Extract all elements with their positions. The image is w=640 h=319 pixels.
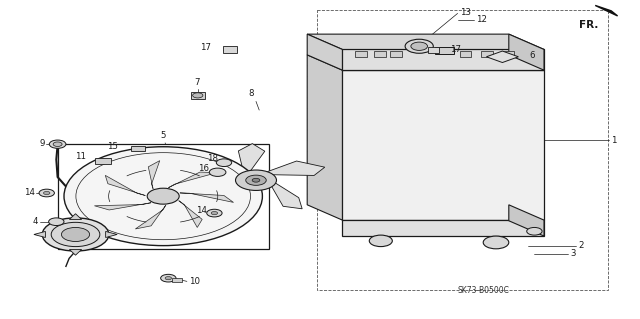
Bar	[317, 10, 608, 290]
Polygon shape	[595, 5, 618, 16]
Polygon shape	[509, 34, 544, 70]
Polygon shape	[307, 34, 342, 70]
Polygon shape	[168, 172, 217, 188]
Circle shape	[61, 227, 90, 241]
Polygon shape	[271, 182, 302, 209]
Bar	[460, 51, 471, 57]
Circle shape	[44, 191, 50, 195]
Circle shape	[252, 178, 260, 182]
Polygon shape	[509, 55, 544, 220]
Text: 4: 4	[33, 217, 38, 226]
Text: 8: 8	[248, 89, 253, 98]
Bar	[191, 92, 205, 99]
Text: 17: 17	[200, 43, 211, 52]
Polygon shape	[105, 175, 145, 196]
Bar	[435, 47, 454, 54]
Text: 5: 5	[161, 131, 166, 140]
Polygon shape	[148, 161, 160, 189]
Bar	[95, 158, 111, 164]
Polygon shape	[238, 144, 265, 173]
Polygon shape	[486, 51, 518, 63]
Bar	[223, 46, 237, 53]
Circle shape	[246, 175, 266, 185]
Bar	[502, 51, 514, 57]
Text: FR.: FR.	[579, 19, 598, 30]
Polygon shape	[69, 249, 82, 255]
Circle shape	[211, 211, 218, 215]
Bar	[390, 51, 402, 57]
Polygon shape	[135, 205, 166, 229]
Polygon shape	[266, 161, 324, 175]
Circle shape	[49, 140, 66, 148]
Text: 3: 3	[570, 249, 576, 258]
Text: 13: 13	[460, 8, 470, 17]
Polygon shape	[342, 49, 544, 70]
Polygon shape	[185, 167, 238, 184]
Polygon shape	[95, 203, 151, 210]
Circle shape	[49, 218, 64, 226]
Circle shape	[39, 189, 54, 197]
Polygon shape	[180, 193, 234, 203]
Circle shape	[209, 168, 226, 176]
Circle shape	[147, 188, 179, 204]
Polygon shape	[342, 70, 544, 220]
Polygon shape	[179, 201, 202, 227]
Text: 1: 1	[611, 136, 617, 145]
Circle shape	[369, 235, 392, 247]
Circle shape	[236, 170, 276, 190]
Circle shape	[411, 42, 428, 50]
Bar	[131, 146, 145, 151]
Circle shape	[193, 93, 203, 98]
Bar	[355, 51, 367, 57]
Circle shape	[207, 209, 222, 217]
Text: 14: 14	[196, 206, 207, 215]
Text: 16: 16	[198, 164, 209, 173]
Text: 9: 9	[40, 139, 45, 148]
Polygon shape	[342, 220, 544, 236]
Text: 14: 14	[24, 188, 35, 197]
Bar	[374, 51, 386, 57]
Text: 6: 6	[529, 51, 535, 60]
Polygon shape	[106, 231, 117, 238]
Text: 11: 11	[76, 152, 86, 161]
Bar	[481, 51, 493, 57]
Polygon shape	[214, 189, 257, 211]
Polygon shape	[307, 55, 342, 220]
Text: 15: 15	[108, 142, 118, 151]
Circle shape	[53, 142, 62, 146]
Circle shape	[216, 159, 232, 167]
Circle shape	[161, 274, 176, 282]
Circle shape	[64, 147, 262, 246]
Circle shape	[42, 218, 109, 251]
Polygon shape	[34, 231, 45, 238]
Circle shape	[483, 236, 509, 249]
Circle shape	[51, 222, 100, 247]
Text: 12: 12	[476, 15, 486, 24]
Text: 7: 7	[195, 78, 200, 87]
Polygon shape	[307, 34, 544, 49]
Text: SK73-B0500C: SK73-B0500C	[457, 286, 509, 295]
Circle shape	[165, 277, 172, 280]
Polygon shape	[509, 205, 544, 236]
Text: 17: 17	[450, 45, 461, 54]
Text: 10: 10	[189, 277, 200, 286]
Polygon shape	[69, 214, 82, 219]
Circle shape	[405, 39, 433, 53]
Bar	[58, 144, 269, 249]
Bar	[172, 278, 182, 282]
Circle shape	[527, 227, 542, 235]
Bar	[428, 47, 439, 53]
Text: 2: 2	[578, 241, 584, 250]
Text: 18: 18	[207, 154, 218, 163]
